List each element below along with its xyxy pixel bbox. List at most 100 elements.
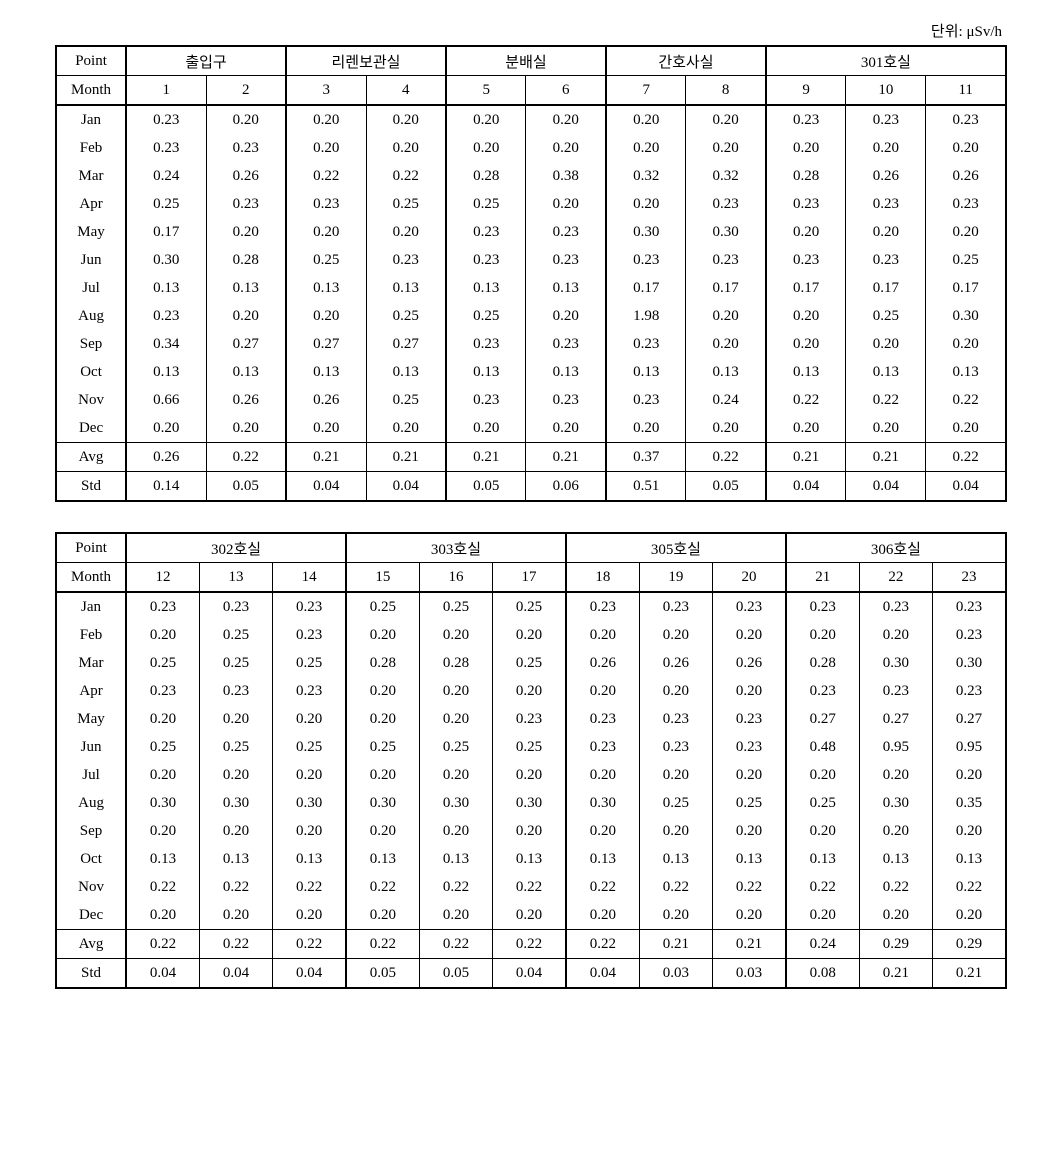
data-cell: 0.13 — [686, 358, 766, 386]
data-cell: 0.20 — [419, 817, 492, 845]
data-cell: 0.26 — [713, 649, 786, 677]
month-label: Jan — [56, 105, 126, 134]
data-cell: 0.26 — [286, 386, 366, 414]
data-cell: 0.23 — [932, 677, 1005, 705]
data-cell: 0.22 — [713, 873, 786, 901]
data-cell: 0.23 — [446, 218, 526, 246]
data-cell: 0.32 — [686, 162, 766, 190]
data-cell: 0.22 — [639, 873, 712, 901]
data-cell: 0.20 — [446, 414, 526, 443]
data-cell: 0.25 — [493, 592, 566, 621]
std-cell: 0.04 — [766, 472, 846, 502]
data-cell: 0.20 — [206, 105, 286, 134]
data-cell: 0.23 — [686, 246, 766, 274]
month-label: Feb — [56, 621, 126, 649]
col-number: 9 — [766, 76, 846, 106]
std-cell: 0.04 — [126, 959, 199, 989]
data-cell: 0.25 — [366, 302, 446, 330]
avg-cell: 0.22 — [273, 930, 346, 959]
data-cell: 0.13 — [566, 845, 639, 873]
data-cell: 0.30 — [126, 789, 199, 817]
avg-cell: 0.22 — [346, 930, 419, 959]
data-cell: 0.23 — [846, 246, 926, 274]
data-cell: 0.23 — [126, 134, 206, 162]
std-label: Std — [56, 959, 126, 989]
data-cell: 0.26 — [566, 649, 639, 677]
group-header: 출입구 — [126, 46, 286, 76]
std-cell: 0.06 — [526, 472, 606, 502]
data-cell: 0.28 — [786, 649, 859, 677]
data-cell: 0.23 — [926, 105, 1006, 134]
data-cell: 0.23 — [606, 386, 686, 414]
data-cell: 0.20 — [713, 817, 786, 845]
data-cell: 0.20 — [606, 105, 686, 134]
data-cell: 0.20 — [859, 817, 932, 845]
data-cell: 0.30 — [566, 789, 639, 817]
data-cell: 0.20 — [639, 817, 712, 845]
month-label: Jan — [56, 592, 126, 621]
col-number: 21 — [786, 563, 859, 593]
col-number: 19 — [639, 563, 712, 593]
data-cell: 0.20 — [273, 761, 346, 789]
avg-cell: 0.22 — [493, 930, 566, 959]
data-cell: 0.20 — [566, 761, 639, 789]
month-label: Aug — [56, 789, 126, 817]
data-cell: 0.20 — [846, 330, 926, 358]
col-number: 1 — [126, 76, 206, 106]
month-label: May — [56, 218, 126, 246]
month-label: Apr — [56, 190, 126, 218]
std-cell: 0.51 — [606, 472, 686, 502]
data-cell: 0.30 — [686, 218, 766, 246]
data-cell: 0.23 — [206, 190, 286, 218]
data-cell: 0.20 — [766, 302, 846, 330]
data-cell: 0.26 — [206, 386, 286, 414]
data-cell: 0.13 — [639, 845, 712, 873]
avg-cell: 0.21 — [366, 443, 446, 472]
data-cell: 0.23 — [526, 386, 606, 414]
data-cell: 0.13 — [926, 358, 1006, 386]
std-cell: 0.05 — [686, 472, 766, 502]
data-cell: 0.20 — [713, 677, 786, 705]
std-cell: 0.05 — [419, 959, 492, 989]
avg-cell: 0.24 — [786, 930, 859, 959]
data-cell: 0.25 — [366, 386, 446, 414]
data-cell: 0.22 — [286, 162, 366, 190]
data-cell: 0.23 — [126, 677, 199, 705]
avg-label: Avg — [56, 443, 126, 472]
data-cell: 0.20 — [346, 705, 419, 733]
data-cell: 0.22 — [273, 873, 346, 901]
month-label: Nov — [56, 386, 126, 414]
header-point: Point — [56, 46, 126, 76]
avg-cell: 0.29 — [932, 930, 1005, 959]
data-cell: 0.17 — [686, 274, 766, 302]
data-cell: 0.20 — [206, 218, 286, 246]
data-cell: 0.25 — [199, 733, 272, 761]
data-cell: 0.13 — [206, 358, 286, 386]
group-header: 간호사실 — [606, 46, 766, 76]
month-label: Oct — [56, 845, 126, 873]
avg-cell: 0.29 — [859, 930, 932, 959]
month-label: Oct — [56, 358, 126, 386]
data-cell: 0.20 — [126, 705, 199, 733]
data-cell: 0.20 — [273, 705, 346, 733]
data-cell: 0.13 — [126, 274, 206, 302]
data-cell: 0.13 — [446, 358, 526, 386]
data-cell: 0.13 — [932, 845, 1005, 873]
data-cell: 0.13 — [366, 358, 446, 386]
col-number: 7 — [606, 76, 686, 106]
header-month: Month — [56, 563, 126, 593]
month-label: Jul — [56, 761, 126, 789]
col-number: 15 — [346, 563, 419, 593]
data-cell: 0.13 — [126, 845, 199, 873]
data-cell: 0.25 — [419, 733, 492, 761]
avg-cell: 0.22 — [566, 930, 639, 959]
std-label: Std — [56, 472, 126, 502]
data-cell: 0.30 — [606, 218, 686, 246]
data-cell: 0.13 — [199, 845, 272, 873]
month-label: Sep — [56, 330, 126, 358]
data-cell: 0.28 — [419, 649, 492, 677]
data-cell: 0.20 — [286, 218, 366, 246]
data-cell: 0.20 — [639, 621, 712, 649]
group-header: 306호실 — [786, 533, 1006, 563]
data-cell: 0.20 — [419, 761, 492, 789]
